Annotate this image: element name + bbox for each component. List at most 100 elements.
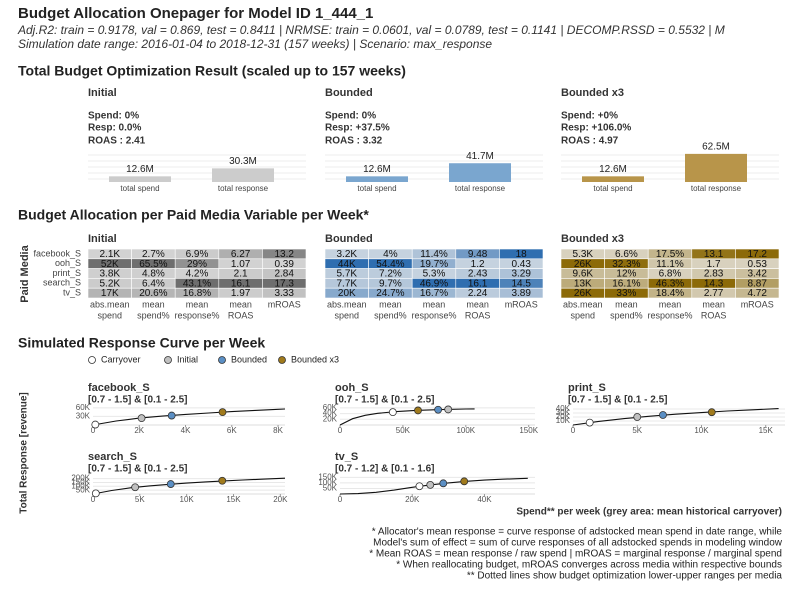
column-label: mean [615,299,638,309]
cell-value: 18 [516,249,528,260]
response-point [414,406,422,415]
response-point [131,483,140,492]
cell-value: 11.1% [656,259,684,270]
cell-value: 52K [101,259,119,270]
category-label: total spend [120,184,159,193]
y-tick-label: 60K [76,403,91,412]
row-label: facebook_S [33,248,81,258]
x-tick-label: 0 [338,495,343,504]
cell-value: 2.24 [468,288,488,299]
cell-value: 32.3% [612,259,640,270]
cell-value: 54.4% [376,259,404,270]
cell-value: 2.1K [100,249,121,260]
column-label: spend [571,310,596,320]
column-label: spend% [137,310,170,320]
cell-value: 26K [574,288,592,299]
date-range: Simulation date range: 2016-01-04 to 201… [18,37,492,51]
panel-title: facebook_S [88,382,150,394]
y-tick-label: 40K [556,404,571,413]
metric: Resp: +37.5% [325,123,390,134]
x-axis-label: Spend** per week (grey area: mean histor… [516,507,782,518]
column-label: abs.mean [90,299,130,309]
cell-value: 17.2 [747,249,767,260]
cell-value: 3.29 [511,269,531,280]
legend-label: Initial [177,354,198,364]
response-point [659,411,667,419]
column-label: response% [647,310,692,320]
category-label: total response [218,184,269,193]
cell-value: 7.2% [379,269,402,280]
panel-subtitle: [0.7 - 1.5] & [0.1 - 2.5] [88,395,187,406]
column-label: ROAS [701,310,727,320]
row-label: tv_S [63,287,81,297]
cell-value: 1.07 [231,259,251,270]
x-tick-label: 100K [456,426,475,435]
panel-title: tv_S [335,451,358,463]
x-tick-label: 10K [180,495,195,504]
column-label: mean [229,299,252,309]
metric: Spend: 0% [88,111,139,122]
x-tick-label: 50K [396,426,411,435]
response-curve [92,408,286,426]
column-label: mean [186,299,209,309]
column-label: ROAS [465,310,491,320]
column-label: mROAS [505,299,538,309]
panel-title: print_S [568,382,606,394]
cell-value: 3.8K [100,269,121,280]
bar [449,163,511,182]
y-tick-label: 30K [76,412,91,421]
y-tick-label: 150K [318,472,337,481]
cell-value: 33% [616,288,636,299]
y-tick-label: 20K [323,414,338,423]
panel-title: Bounded [325,233,373,245]
column-label: ROAS [228,310,254,320]
footnote: Model's sum of effect = sum of curve res… [373,538,783,549]
cell-value: 12% [616,269,636,280]
cell-value: 6.8% [659,269,682,280]
cell-value: 2.83 [704,269,724,280]
cell-value: 5.3K [573,249,594,260]
y-tick-label: 20K [556,412,571,421]
x-tick-label: 5K [135,495,145,504]
response-curve [339,408,475,426]
footnote: ** Dotted lines show budget optimization… [467,571,783,582]
bar [109,176,171,182]
cell-value: 5.7K [337,269,358,280]
y-tick-label: 40K [323,409,338,418]
x-tick-label: 10K [694,426,709,435]
cell-value: 4.2% [186,269,209,280]
cell-value: 0.53 [747,259,767,270]
legend-marker [218,356,226,364]
column-label: spend [98,310,123,320]
cell-value: 9.7% [379,278,402,289]
panel-subtitle: [0.7 - 1.5] & [0.1 - 2.5] [88,464,187,475]
x-tick-label: 15K [759,426,774,435]
metric: Resp: 0.0% [88,123,141,134]
cell-value: 16.1 [231,278,251,289]
category-label: total spend [593,184,632,193]
response-point [585,418,594,427]
y-tick-label: 150K [71,478,90,487]
value-label: 30.3M [229,156,257,167]
cell-value: 19.7% [420,259,448,270]
cell-value: 44K [338,259,356,270]
column-label: spend [335,310,360,320]
cell-value: 17K [101,288,119,299]
y-tick-label: 60K [323,403,338,412]
value-label: 12.6M [363,164,391,175]
cell-value: 0.43 [511,259,531,270]
cell-value: 5.3% [423,269,446,280]
x-tick-label: 40K [477,495,492,504]
metric: Spend: 0% [325,111,376,122]
row-label: ooh_S [55,258,81,268]
cell-value: 1.7 [707,259,721,270]
panel-title: ooh_S [335,382,369,394]
x-tick-label: 150K [519,426,538,435]
legend-marker [278,356,286,364]
response-point [460,477,469,486]
cell-value: 13K [574,278,592,289]
cell-value: 14.3 [704,278,724,289]
metric: Spend: +0% [561,111,618,122]
cell-value: 16.1% [612,278,640,289]
response-curve [339,477,528,495]
